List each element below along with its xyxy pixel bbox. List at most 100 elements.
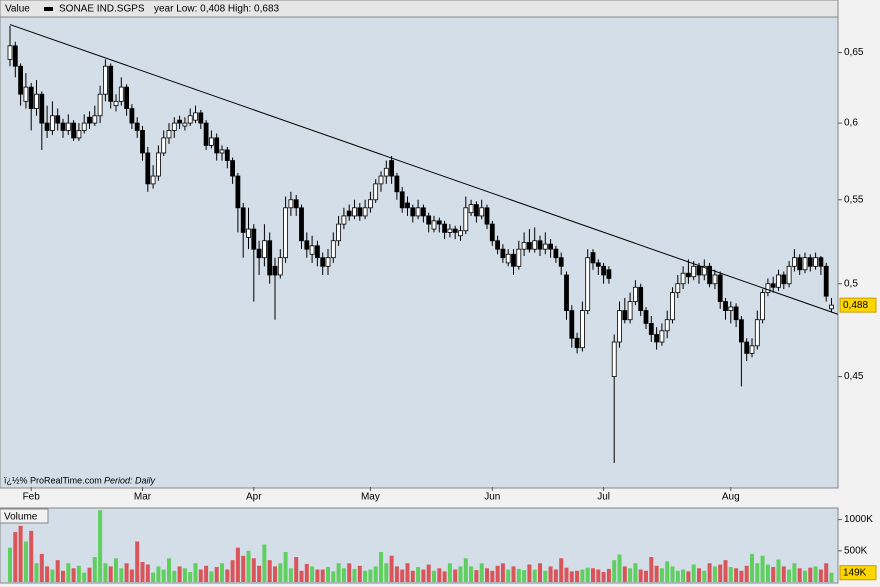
volume-bar bbox=[331, 571, 336, 582]
x-tick-label: Apr bbox=[246, 492, 262, 503]
x-tick-label: Feb bbox=[23, 492, 41, 503]
last-value-label: 0,488 bbox=[843, 300, 868, 311]
volume-bar bbox=[209, 571, 214, 582]
candle-body bbox=[484, 207, 490, 225]
candle-body bbox=[18, 65, 24, 95]
volume-bar bbox=[188, 572, 193, 582]
volume-bar bbox=[697, 568, 701, 582]
candle-body bbox=[28, 86, 34, 109]
candle-body bbox=[797, 257, 803, 271]
volume-bar bbox=[161, 569, 166, 582]
candle-body bbox=[50, 115, 55, 131]
volume-bar bbox=[606, 568, 611, 582]
candle-body bbox=[7, 45, 13, 60]
candle-body bbox=[214, 137, 220, 154]
volume-bar bbox=[564, 567, 569, 582]
candle-body bbox=[219, 149, 225, 154]
candle-body bbox=[611, 341, 617, 377]
volume-bar bbox=[463, 558, 468, 582]
candle-body bbox=[749, 345, 755, 354]
candle-body bbox=[564, 274, 569, 311]
candle-body bbox=[686, 272, 691, 278]
candle-body bbox=[468, 204, 474, 214]
candle-body bbox=[733, 306, 739, 321]
candle-body bbox=[92, 115, 98, 124]
volume-bar bbox=[469, 566, 474, 582]
candle-body bbox=[367, 199, 373, 209]
volume-bar bbox=[776, 559, 781, 582]
candle-body bbox=[60, 122, 66, 131]
candle-body bbox=[754, 319, 760, 347]
volume-label-box bbox=[0, 508, 49, 524]
candle-body bbox=[696, 265, 702, 276]
volume-bar bbox=[591, 568, 595, 582]
candle-body bbox=[590, 252, 596, 264]
volume-bar bbox=[87, 567, 92, 582]
candle-body bbox=[224, 149, 230, 161]
volume-bar bbox=[532, 569, 537, 582]
volume-bar bbox=[442, 571, 447, 582]
candle-body bbox=[103, 65, 108, 95]
volume-bar bbox=[516, 568, 521, 582]
candle-body bbox=[108, 65, 114, 102]
volume-bar bbox=[61, 570, 65, 582]
candle-body bbox=[330, 240, 336, 259]
header-bar bbox=[0, 0, 839, 18]
volume-bar bbox=[808, 567, 813, 582]
candle-body bbox=[786, 265, 792, 285]
volume-bar bbox=[421, 569, 426, 582]
candle-body bbox=[633, 286, 638, 302]
volume-bar bbox=[744, 565, 749, 582]
candle-body bbox=[23, 86, 29, 102]
x-tick-label: Jul bbox=[597, 492, 610, 503]
volume-bar bbox=[246, 550, 251, 582]
volume-bar bbox=[824, 563, 829, 582]
candle-body bbox=[601, 265, 606, 276]
candle-body bbox=[776, 274, 781, 288]
volume-bar bbox=[140, 562, 145, 582]
volume-bar bbox=[601, 572, 606, 582]
candle-body bbox=[193, 112, 198, 121]
candle-body bbox=[55, 115, 61, 124]
volume-bar bbox=[71, 568, 76, 582]
volume-bar bbox=[193, 563, 198, 582]
candle-body bbox=[473, 204, 479, 217]
volume-bar bbox=[559, 558, 564, 582]
volume-bar bbox=[98, 510, 103, 582]
candle-body bbox=[203, 122, 209, 146]
candle-body bbox=[627, 301, 633, 321]
candle-body bbox=[166, 130, 172, 139]
candle-body bbox=[670, 292, 675, 321]
volume-bar bbox=[553, 569, 558, 582]
footer: ï¿½% ProRealTime.com bbox=[4, 475, 102, 485]
volume-bar bbox=[278, 563, 283, 582]
volume-bar bbox=[691, 564, 696, 582]
candle-body bbox=[458, 230, 463, 237]
candle-body bbox=[155, 152, 161, 177]
candle-body bbox=[659, 330, 665, 343]
candle-body bbox=[208, 137, 214, 146]
candle-body bbox=[240, 207, 246, 233]
y-tick-label: 0,45 bbox=[844, 371, 864, 382]
candle-body bbox=[585, 257, 591, 311]
candle-body bbox=[516, 248, 522, 267]
volume-bar bbox=[8, 547, 12, 582]
volume-bar bbox=[384, 563, 389, 582]
volume-bar bbox=[723, 560, 728, 582]
volume-bar bbox=[394, 566, 399, 582]
candle-body bbox=[574, 337, 580, 349]
volume-bar bbox=[612, 560, 617, 582]
candle-body bbox=[431, 220, 437, 230]
volume-bar bbox=[410, 570, 415, 582]
candle-body bbox=[87, 116, 92, 124]
x-tick-label: Jun bbox=[484, 492, 500, 503]
candle-body bbox=[97, 93, 103, 117]
volume-bar bbox=[230, 560, 235, 582]
candle-body bbox=[373, 183, 379, 201]
volume-bar bbox=[437, 568, 442, 582]
volume-bar bbox=[787, 569, 792, 582]
volume-bar bbox=[288, 568, 293, 582]
volume-bar bbox=[251, 558, 256, 582]
volume-bar bbox=[66, 563, 71, 582]
volume-bar bbox=[628, 568, 633, 582]
